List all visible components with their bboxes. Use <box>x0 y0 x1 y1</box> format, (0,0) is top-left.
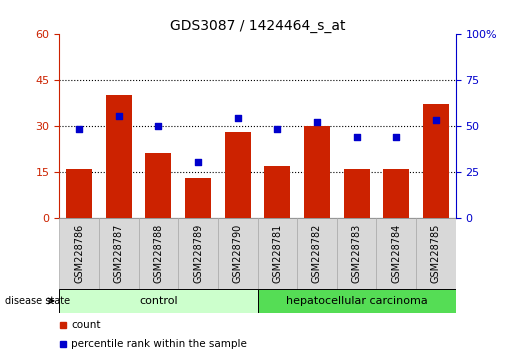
Text: disease state: disease state <box>5 296 70 306</box>
Bar <box>185 178 211 218</box>
Bar <box>139 218 178 289</box>
Bar <box>59 289 258 313</box>
Title: GDS3087 / 1424464_s_at: GDS3087 / 1424464_s_at <box>170 19 345 33</box>
Bar <box>106 95 132 218</box>
Bar <box>383 169 409 218</box>
Text: GSM228781: GSM228781 <box>272 223 282 282</box>
Point <box>352 134 360 139</box>
Text: count: count <box>71 320 100 330</box>
Text: GSM228782: GSM228782 <box>312 223 322 283</box>
Point <box>233 115 242 121</box>
Bar <box>416 218 456 289</box>
Point <box>313 119 321 125</box>
Bar <box>344 169 370 218</box>
Text: percentile rank within the sample: percentile rank within the sample <box>71 339 247 349</box>
Text: GSM228790: GSM228790 <box>233 223 243 282</box>
Bar <box>376 218 416 289</box>
Bar <box>218 218 258 289</box>
Bar <box>99 218 139 289</box>
Bar <box>423 104 449 218</box>
Point <box>432 117 440 123</box>
Point <box>392 134 401 139</box>
Bar <box>59 218 99 289</box>
Text: GSM228786: GSM228786 <box>74 223 84 282</box>
Bar <box>258 289 456 313</box>
Point <box>273 126 281 132</box>
Bar <box>258 218 297 289</box>
Point <box>194 160 202 165</box>
Bar <box>225 132 251 218</box>
Point <box>75 126 83 132</box>
Bar <box>264 166 290 218</box>
Text: GSM228788: GSM228788 <box>153 223 163 282</box>
Text: hepatocellular carcinoma: hepatocellular carcinoma <box>286 296 427 306</box>
Bar <box>145 153 171 218</box>
Bar <box>178 218 218 289</box>
Text: GSM228789: GSM228789 <box>193 223 203 282</box>
Bar <box>297 218 337 289</box>
Text: GSM228785: GSM228785 <box>431 223 441 283</box>
Text: control: control <box>139 296 178 306</box>
Point <box>114 114 123 119</box>
Text: GSM228783: GSM228783 <box>352 223 362 282</box>
Point <box>154 123 162 129</box>
Bar <box>337 218 376 289</box>
Bar <box>304 126 330 218</box>
Bar <box>66 169 92 218</box>
Text: GSM228784: GSM228784 <box>391 223 401 282</box>
Text: GSM228787: GSM228787 <box>114 223 124 283</box>
